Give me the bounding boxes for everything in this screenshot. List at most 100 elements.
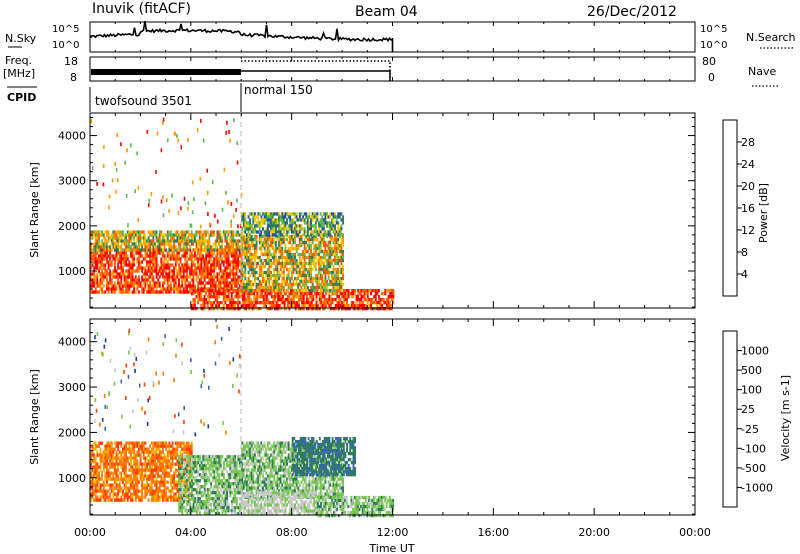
heatmap-cell (308, 227, 311, 231)
heatmap-cell (286, 258, 288, 263)
heatmap-cell (281, 261, 284, 266)
heatmap-cell (195, 239, 198, 243)
heatmap-cell (262, 285, 264, 290)
heatmap-cell (106, 492, 108, 496)
heatmap-cell (255, 246, 258, 251)
heatmap-cell (218, 292, 220, 296)
heatmap-cell (133, 284, 136, 288)
heatmap-cell (342, 258, 344, 263)
heatmap-cell (99, 263, 102, 267)
heatmap-cell (165, 248, 168, 252)
heatmap-cell (284, 215, 287, 219)
heatmap-cell (191, 488, 193, 492)
heatmap-cell (120, 495, 123, 499)
heatmap-cell (112, 471, 115, 475)
heatmap-cell (171, 486, 174, 490)
heatmap-cell (268, 215, 271, 219)
heatmap-cell (244, 288, 247, 293)
heatmap-scatter-cell (227, 200, 229, 205)
heatmap-cell (258, 224, 261, 228)
heatmap-cell (114, 447, 116, 451)
heatmap-cell (168, 459, 171, 463)
heatmap-cell (274, 288, 277, 293)
heatmap-cell (187, 248, 190, 252)
heatmap-cell (187, 494, 190, 498)
heatmap-cell (297, 285, 300, 290)
heatmap-cell (340, 255, 343, 260)
heatmap-cell (99, 248, 102, 252)
heatmap-cell (206, 275, 209, 279)
heatmap-cell (238, 275, 241, 279)
heatmap-cell (134, 251, 137, 255)
heatmap-cell (200, 269, 203, 273)
heatmap-cell (99, 447, 102, 451)
heatmap-cell (202, 269, 204, 273)
heatmap-cell (321, 227, 324, 231)
heatmap-cell (122, 239, 124, 243)
heatmap-cell (284, 212, 287, 216)
heatmap-cell (125, 468, 128, 472)
heatmap-cell (165, 257, 168, 261)
heatmap-cell (179, 500, 182, 504)
heatmap-cell (174, 248, 177, 252)
heatmap-cell (302, 292, 305, 296)
heatmap-cell (150, 266, 153, 270)
heatmap-cell (298, 304, 300, 308)
heatmap-cell (387, 304, 390, 308)
heatmap-cell (278, 237, 280, 242)
heatmap-cell (189, 269, 192, 273)
heatmap-cell (101, 251, 104, 255)
heatmap-cell (243, 307, 246, 311)
heatmap-cell (297, 252, 300, 257)
heatmap-cell (102, 459, 105, 463)
heatmap-cell (335, 255, 338, 260)
heatmap-cell (194, 298, 196, 302)
heatmap-cell (114, 462, 116, 466)
heatmap-cell (317, 304, 320, 308)
heatmap-cell (114, 290, 116, 294)
heatmap-cell (229, 260, 232, 264)
heatmap-cell (160, 248, 163, 252)
heatmap-cell (195, 307, 198, 311)
heatmap-cell (254, 295, 257, 299)
heatmap-cell (290, 292, 292, 296)
heatmap-scatter-cell (156, 131, 159, 136)
heatmap-cell (260, 249, 263, 254)
heatmap-cell (221, 248, 224, 252)
heatmap-cell (224, 292, 227, 296)
heatmap-cell (186, 266, 188, 270)
heatmap-cell (232, 260, 235, 264)
heatmap-scatter-cell (233, 118, 235, 123)
heatmap-cell (227, 304, 230, 308)
heatmap-cell (334, 224, 336, 228)
heatmap-cell (170, 489, 172, 493)
heatmap-cell (338, 279, 341, 284)
heatmap-cell (327, 270, 330, 275)
heatmap-cell (131, 450, 134, 454)
heatmap-cell (329, 243, 332, 248)
heatmap-cell (270, 301, 273, 305)
heatmap-cell (141, 275, 144, 279)
heatmap-cell (206, 289, 209, 293)
heatmap-cell (309, 295, 312, 299)
heatmap-cell (120, 474, 123, 478)
heatmap-cell (313, 234, 316, 239)
heatmap-cell (99, 465, 102, 469)
heatmap-cell (263, 221, 266, 225)
heatmap-cell (194, 464, 197, 468)
heatmap-cell (279, 252, 282, 257)
heatmap-cell (101, 456, 104, 460)
heatmap-cell (118, 272, 121, 276)
heatmap-cell (179, 242, 182, 246)
heatmap-cell (266, 279, 269, 284)
heatmap-cell (139, 477, 142, 481)
heatmap-cell (134, 486, 137, 490)
heatmap-cell (203, 266, 206, 270)
heatmap-cell (322, 255, 325, 260)
heatmap-cell (93, 498, 96, 502)
heatmap-cell (229, 245, 232, 249)
heatmap-cell (178, 245, 180, 249)
heatmap-cell (218, 281, 220, 285)
heatmap-cell (186, 473, 189, 477)
heatmap-cell (168, 251, 171, 255)
